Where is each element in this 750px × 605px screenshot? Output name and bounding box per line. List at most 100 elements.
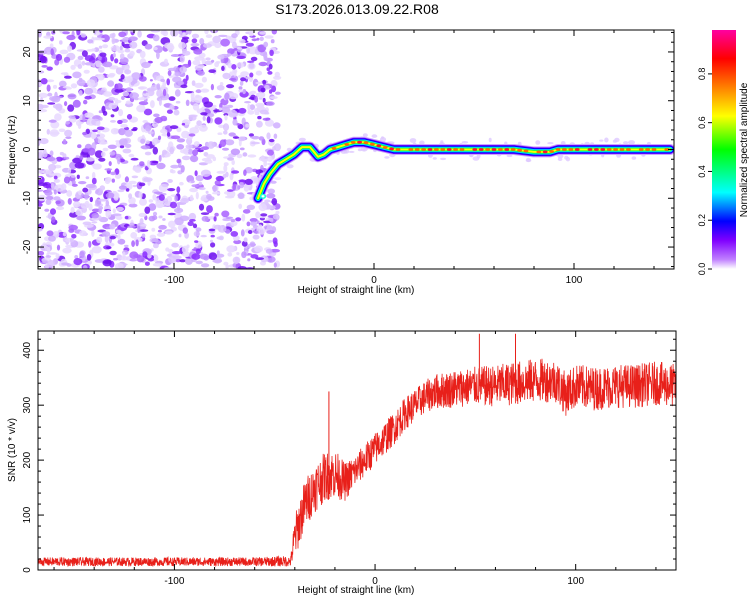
noise-blob xyxy=(163,103,172,108)
noise-blob xyxy=(113,257,118,261)
noise-blob xyxy=(181,36,190,40)
noise-blob xyxy=(152,123,159,128)
noise-blob xyxy=(121,96,125,100)
noise-blob xyxy=(114,262,124,269)
noise-blob xyxy=(167,67,177,72)
noise-blob xyxy=(132,184,137,188)
noise-blob xyxy=(192,149,199,157)
noise-blob xyxy=(106,246,112,250)
noise-blob xyxy=(91,221,98,224)
noise-blob xyxy=(161,184,169,187)
noise-blob xyxy=(202,115,206,121)
noise-blob xyxy=(142,251,148,258)
noise-blob xyxy=(125,182,133,190)
haze-blob xyxy=(440,157,447,161)
noise-blob xyxy=(124,143,132,148)
noise-blob xyxy=(237,185,241,190)
noise-blob xyxy=(142,120,148,123)
noise-blob xyxy=(64,101,68,107)
noise-blob xyxy=(151,215,158,221)
noise-blob xyxy=(70,174,76,178)
noise-blob xyxy=(182,32,186,38)
noise-blob xyxy=(109,235,116,240)
noise-blob xyxy=(110,114,115,118)
noise-blob xyxy=(72,99,81,108)
noise-blob xyxy=(50,183,55,189)
noise-blob xyxy=(156,51,160,60)
noise-blob xyxy=(180,197,189,204)
noise-blob xyxy=(94,137,99,145)
noise-blob xyxy=(168,248,174,254)
noise-blob xyxy=(38,250,45,256)
noise-blob xyxy=(269,218,274,223)
noise-blob xyxy=(101,34,110,43)
haze-blob xyxy=(604,137,609,143)
noise-blob xyxy=(257,224,263,230)
noise-blob xyxy=(211,59,215,63)
noise-blob xyxy=(83,99,88,105)
noise-blob xyxy=(232,136,240,139)
noise-blob xyxy=(174,89,181,97)
noise-blob xyxy=(115,83,123,90)
noise-blob xyxy=(179,259,186,263)
noise-blob xyxy=(227,252,233,257)
noise-blob xyxy=(91,208,101,213)
noise-blob xyxy=(170,169,176,174)
noise-blob xyxy=(72,71,82,79)
noise-blob xyxy=(55,253,60,259)
noise-blob xyxy=(146,160,151,168)
noise-blob xyxy=(143,92,150,97)
noise-blob xyxy=(220,106,231,114)
noise-blob xyxy=(65,120,71,125)
noise-blob xyxy=(76,215,86,221)
colorbar-label: Normalized spectral amplitude xyxy=(739,82,750,217)
noise-blob xyxy=(249,136,260,139)
noise-blob xyxy=(260,87,266,93)
noise-blob xyxy=(226,84,235,89)
noise-blob xyxy=(108,102,118,110)
noise-blob xyxy=(230,231,239,237)
noise-blob xyxy=(258,136,265,141)
noise-blob xyxy=(219,139,227,147)
noise-blob xyxy=(231,170,240,174)
noise-blob xyxy=(40,78,48,85)
figure-title: S173.2026.013.09.22.R08 xyxy=(275,1,439,17)
noise-blob xyxy=(105,200,110,207)
noise-blob xyxy=(266,132,271,140)
noise-blob xyxy=(189,194,194,202)
noise-blob xyxy=(71,183,78,187)
noise-blob xyxy=(80,33,87,38)
noise-blob xyxy=(70,64,76,70)
ridge-peak xyxy=(498,148,503,151)
noise-blob xyxy=(109,33,115,39)
noise-blob xyxy=(177,214,183,217)
noise-blob xyxy=(126,87,132,93)
noise-blob xyxy=(212,35,221,44)
noise-blob xyxy=(158,194,165,201)
x-tick-label: 0 xyxy=(371,275,377,286)
noise-blob xyxy=(76,174,80,179)
spectrogram-image xyxy=(38,30,674,269)
noise-blob xyxy=(262,117,271,121)
noise-blob xyxy=(187,221,194,227)
noise-blob xyxy=(238,107,247,114)
noise-blob xyxy=(151,160,159,164)
noise-blob xyxy=(247,230,253,234)
noise-blob xyxy=(195,89,202,94)
noise-blob xyxy=(223,113,229,116)
noise-blob xyxy=(139,161,145,167)
noise-blob xyxy=(143,108,153,116)
noise-blob xyxy=(212,191,221,195)
noise-blob xyxy=(200,112,208,116)
noise-blob xyxy=(221,65,225,71)
noise-blob xyxy=(62,231,67,237)
noise-blob xyxy=(263,52,268,59)
noise-blob xyxy=(116,157,121,165)
noise-blob xyxy=(66,190,73,197)
ridge-peak xyxy=(363,141,369,145)
noise-blob xyxy=(237,266,247,269)
noise-blob xyxy=(141,233,146,238)
noise-blob xyxy=(137,225,141,233)
noise-blob xyxy=(129,251,139,259)
